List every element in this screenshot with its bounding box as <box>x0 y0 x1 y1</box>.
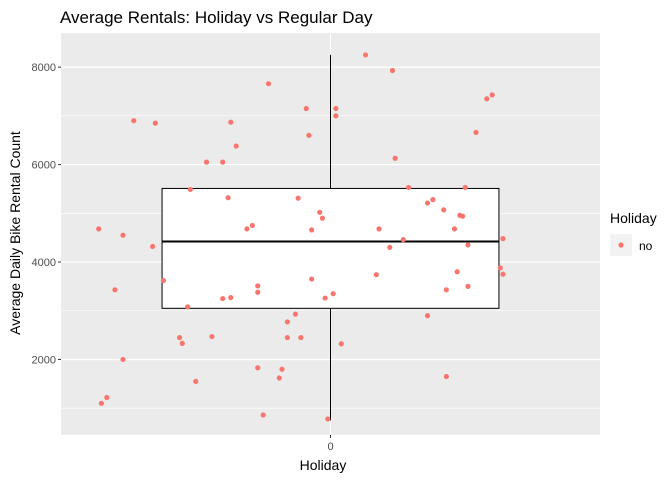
data-point <box>98 400 105 406</box>
data-point <box>333 105 339 112</box>
data-point <box>319 215 326 221</box>
data-point <box>338 341 344 347</box>
legend: Holiday no <box>610 210 657 256</box>
data-point <box>284 319 290 325</box>
y-axis-ticks: 2000 4000 6000 8000 <box>32 62 61 366</box>
data-point <box>473 129 479 136</box>
data-point <box>424 200 431 206</box>
y-tick-label: 4000 <box>32 257 56 269</box>
data-point <box>317 209 323 215</box>
data-point <box>228 294 234 301</box>
data-point <box>465 242 471 248</box>
data-point <box>400 237 406 243</box>
data-point <box>376 226 382 232</box>
data-point <box>120 232 126 238</box>
data-point <box>220 295 226 302</box>
data-point <box>500 236 506 242</box>
data-point <box>209 333 215 340</box>
data-point <box>306 132 312 138</box>
y-axis-title: Average Daily Bike Rental Count <box>7 131 23 335</box>
data-point <box>424 313 431 319</box>
data-point <box>176 334 183 341</box>
data-point <box>220 159 226 165</box>
x-axis-title: Holiday <box>300 457 347 473</box>
x-axis-ticks: 0 <box>327 435 334 453</box>
data-point <box>233 143 239 149</box>
data-point <box>484 96 490 102</box>
data-point <box>406 184 412 191</box>
data-point <box>362 52 369 58</box>
data-point <box>392 155 398 161</box>
data-point <box>249 222 255 229</box>
data-point <box>112 287 118 293</box>
chart-title: Average Rentals: Holiday vs Regular Day <box>60 8 373 27</box>
x-tick-label: 0 <box>327 441 333 453</box>
legend-title: Holiday <box>610 210 657 226</box>
data-point <box>185 304 191 310</box>
data-point <box>255 289 261 295</box>
data-point <box>295 195 301 201</box>
data-point <box>303 105 309 112</box>
data-point <box>260 412 266 418</box>
legend-label: no <box>639 239 653 253</box>
data-point <box>489 92 495 98</box>
data-point <box>284 334 290 341</box>
data-point <box>193 378 199 384</box>
data-point <box>441 207 447 213</box>
data-point <box>298 334 304 341</box>
legend-point <box>618 242 624 248</box>
data-point <box>179 340 185 346</box>
data-point <box>330 291 336 297</box>
data-point <box>500 271 506 277</box>
data-point <box>389 67 396 74</box>
data-point <box>454 269 460 275</box>
data-point <box>160 277 167 284</box>
data-point <box>150 243 156 250</box>
data-point <box>459 213 466 219</box>
data-point <box>451 226 458 232</box>
data-point <box>279 366 285 372</box>
data-point <box>104 394 110 401</box>
data-point <box>96 226 102 232</box>
data-point <box>443 373 449 380</box>
data-point <box>309 227 315 233</box>
data-point <box>187 186 193 193</box>
data-point <box>131 118 137 124</box>
data-point <box>255 283 261 289</box>
data-point <box>387 244 393 250</box>
data-point <box>228 119 234 125</box>
data-point <box>244 226 250 232</box>
data-point <box>225 195 231 201</box>
data-point <box>325 416 331 422</box>
data-point <box>462 184 468 191</box>
y-tick-label: 2000 <box>32 354 56 366</box>
data-point <box>465 283 471 289</box>
data-point <box>120 356 126 363</box>
data-point <box>443 287 449 293</box>
y-tick-label: 8000 <box>32 62 56 74</box>
data-point <box>152 120 158 126</box>
data-points <box>96 52 506 422</box>
data-point <box>373 272 379 278</box>
data-point <box>322 295 328 301</box>
data-point <box>203 159 210 165</box>
data-point <box>430 197 436 203</box>
data-point <box>265 81 272 87</box>
data-point <box>333 113 339 119</box>
data-point <box>255 365 261 371</box>
data-point <box>276 375 282 381</box>
y-tick-label: 6000 <box>32 160 56 172</box>
data-point <box>309 276 315 282</box>
data-point <box>497 265 503 271</box>
data-point <box>292 311 299 317</box>
